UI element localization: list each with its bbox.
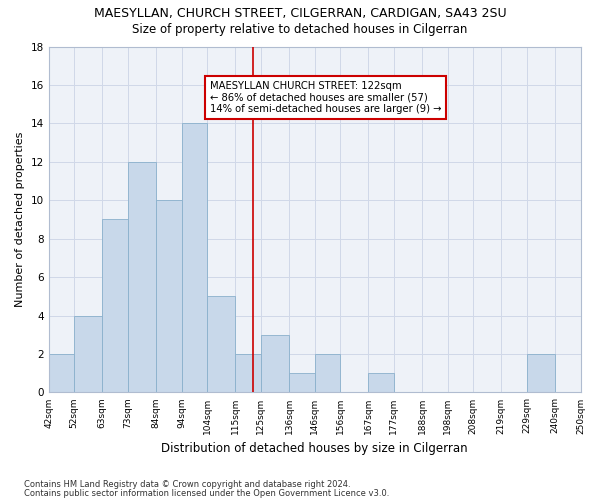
Bar: [128, 162, 156, 392]
Y-axis label: Number of detached properties: Number of detached properties: [15, 132, 25, 307]
Text: MAESYLLAN CHURCH STREET: 122sqm
← 86% of detached houses are smaller (57)
14% of: MAESYLLAN CHURCH STREET: 122sqm ← 86% of…: [210, 81, 441, 114]
Bar: [527, 354, 555, 393]
Bar: [182, 124, 207, 392]
Bar: [235, 354, 261, 393]
Text: MAESYLLAN, CHURCH STREET, CILGERRAN, CARDIGAN, SA43 2SU: MAESYLLAN, CHURCH STREET, CILGERRAN, CAR…: [94, 8, 506, 20]
Bar: [314, 354, 340, 393]
Text: Contains HM Land Registry data © Crown copyright and database right 2024.: Contains HM Land Registry data © Crown c…: [24, 480, 350, 489]
Bar: [368, 373, 394, 392]
Bar: [289, 373, 314, 392]
Bar: [207, 296, 235, 392]
Bar: [74, 316, 103, 392]
Text: Contains public sector information licensed under the Open Government Licence v3: Contains public sector information licen…: [24, 488, 389, 498]
Bar: [49, 354, 74, 393]
X-axis label: Distribution of detached houses by size in Cilgerran: Distribution of detached houses by size …: [161, 442, 468, 455]
Bar: [156, 200, 182, 392]
Text: Size of property relative to detached houses in Cilgerran: Size of property relative to detached ho…: [133, 22, 467, 36]
Bar: [103, 220, 128, 392]
Bar: [261, 335, 289, 392]
